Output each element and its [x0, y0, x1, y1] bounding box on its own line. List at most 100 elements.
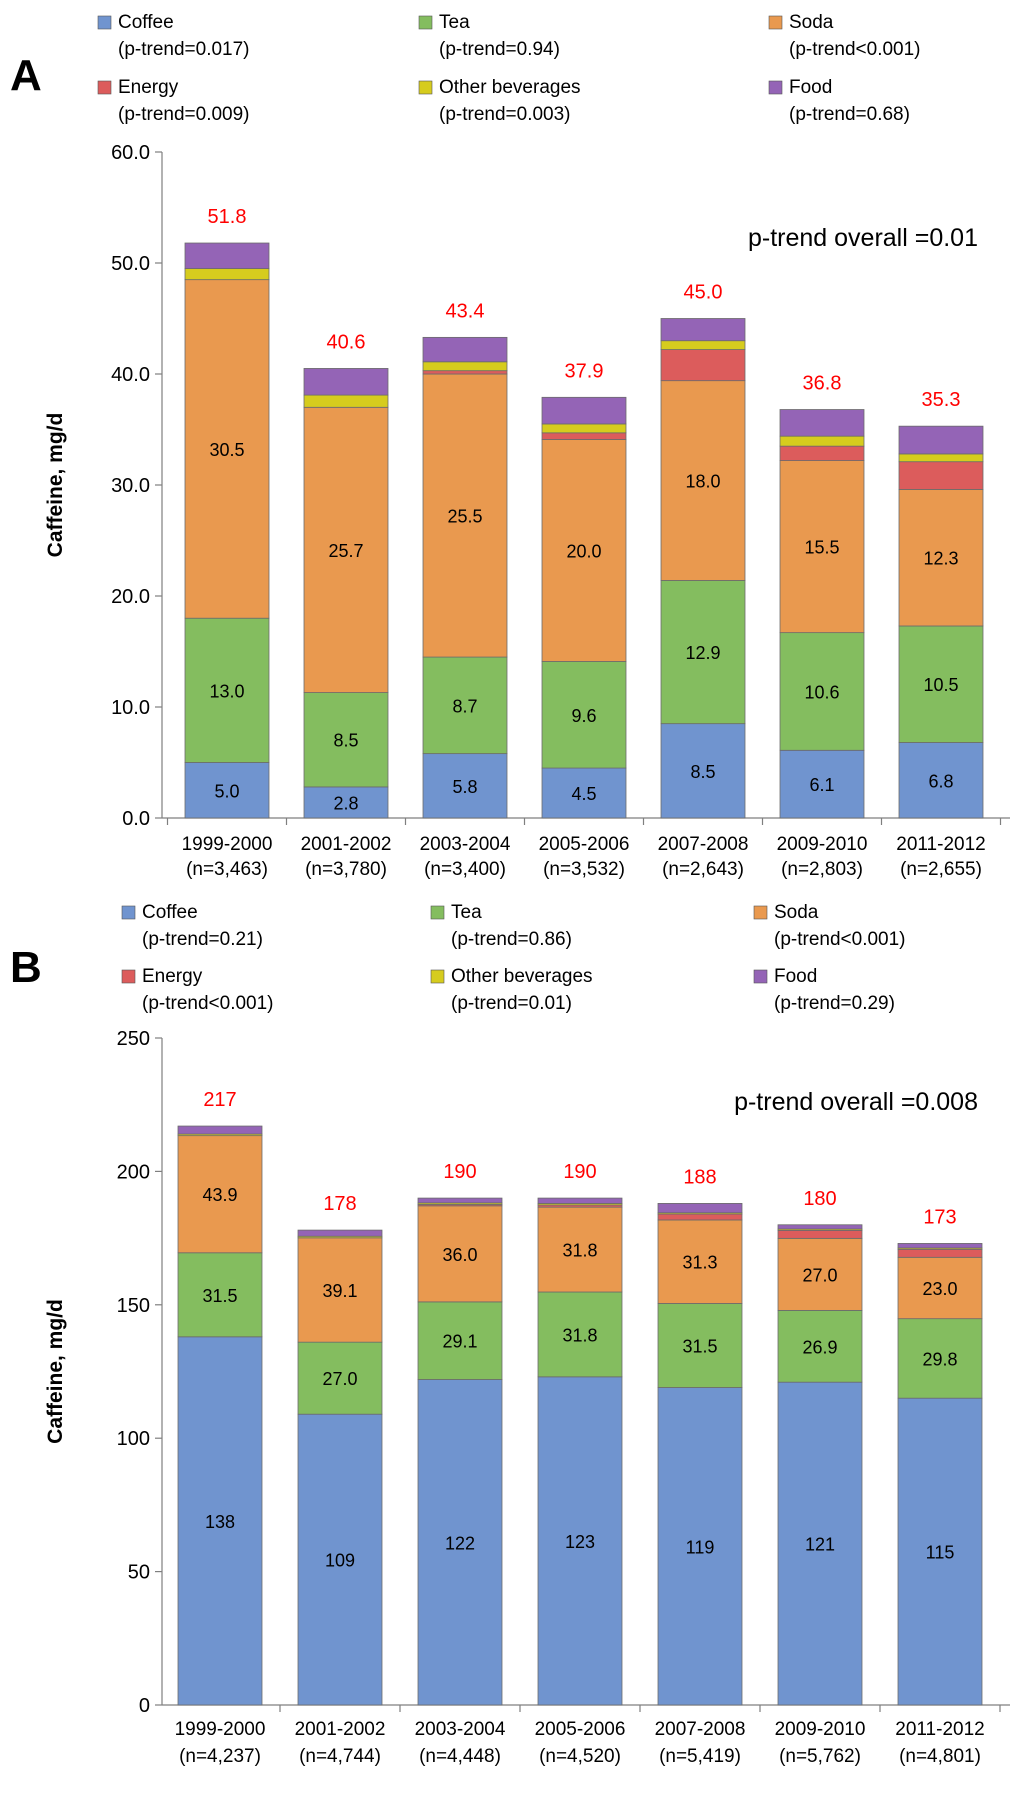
- bar-total-label: 217: [203, 1089, 236, 1111]
- x-tick-sublabel: (n=3,400): [424, 859, 506, 880]
- legend-trend-coffee: (p-trend=0.017): [118, 39, 250, 60]
- bar-total-label: 173: [923, 1206, 956, 1228]
- bar-total-label: 40.6: [327, 331, 366, 353]
- bar-other-beverages: [422, 361, 508, 372]
- bar-coffee: [417, 1379, 503, 1706]
- bar-group-2007-2008: 119 31.5 31.3 188 2007-2008 (n=5,419): [655, 1166, 746, 1767]
- x-tick-sublabel: (n=4,520): [539, 1746, 621, 1767]
- bar-food: [779, 409, 865, 437]
- bar-label-soda: 25.5: [447, 507, 482, 527]
- bar-label-coffee: 6.8: [928, 771, 953, 791]
- y-tick-label: 30.0: [111, 475, 150, 497]
- bar-soda: [177, 1135, 263, 1254]
- bar-coffee: [777, 1381, 863, 1706]
- legend-trend-other-beverages: (p-trend=0.003): [439, 104, 571, 125]
- x-tick-sublabel: (n=3,532): [543, 859, 625, 880]
- p-trend-overall: p-trend overall =0.01: [748, 224, 978, 252]
- bar-soda: [303, 406, 389, 693]
- y-tick-label: 200: [117, 1161, 150, 1183]
- bar-label-coffee: 121: [805, 1535, 835, 1555]
- bar-tea: [297, 1341, 383, 1415]
- bar-food: [297, 1229, 383, 1237]
- bar-tea: [417, 1301, 503, 1380]
- bar-other-beverages: [184, 268, 270, 281]
- bar-soda: [898, 489, 984, 627]
- legend-swatch-soda: [753, 905, 768, 920]
- bar-label-tea: 26.9: [802, 1337, 837, 1357]
- bar-label-tea: 12.9: [685, 643, 720, 663]
- bar-label-soda: 39.1: [322, 1281, 357, 1301]
- bar-label-tea: 13.0: [209, 681, 244, 701]
- x-tick-sublabel: (n=2,643): [662, 859, 744, 880]
- bar-total-label: 178: [323, 1193, 356, 1215]
- bar-label-soda: 31.8: [562, 1241, 597, 1261]
- bar-label-soda: 31.3: [682, 1253, 717, 1273]
- bar-coffee: [541, 767, 627, 819]
- legend-trend-energy: (p-trend<0.001): [142, 993, 274, 1014]
- legend-trend-other-beverages: (p-trend=0.01): [451, 993, 572, 1014]
- bar-other-beverages: [660, 340, 746, 350]
- bar-total-label: 190: [563, 1161, 596, 1183]
- bar-total-label: 188: [683, 1166, 716, 1188]
- legend-name-soda: Soda: [789, 12, 834, 33]
- bar-energy: [657, 1213, 743, 1221]
- legend-trend-soda: (p-trend<0.001): [774, 929, 906, 950]
- x-tick-sublabel: (n=5,419): [659, 1746, 741, 1767]
- bar-soda: [660, 380, 746, 581]
- bar-food: [177, 1125, 263, 1135]
- bar-label-tea: 10.6: [804, 682, 839, 702]
- x-tick-label: 2005-2006: [539, 834, 630, 855]
- x-tick-label: 1999-2000: [182, 834, 273, 855]
- bar-coffee: [303, 786, 389, 819]
- x-tick-label: 2001-2002: [295, 1719, 386, 1740]
- legend-name-food: Food: [789, 77, 832, 98]
- bar-soda: [779, 460, 865, 634]
- bar-food: [541, 396, 627, 425]
- legend-trend-tea: (p-trend=0.86): [451, 929, 572, 950]
- bar-group-2009-2010: 6.1 10.6 15.5 36.8 2009-2010 (n=2,803): [777, 373, 868, 880]
- legend: Coffee (p-trend=0.017) Tea (p-trend=0.94) So…: [97, 12, 921, 125]
- bar-other-beverages: [779, 435, 865, 447]
- legend-swatch-energy: [97, 80, 112, 95]
- bar-label-soda: 30.5: [209, 440, 244, 460]
- bar-total-label: 36.8: [803, 373, 842, 395]
- bar-energy: [779, 445, 865, 461]
- bar-other-beverages: [898, 453, 984, 463]
- legend-trend-tea: (p-trend=0.94): [439, 39, 560, 60]
- legend-name-energy: Energy: [142, 966, 203, 987]
- bar-soda: [537, 1206, 623, 1293]
- bar-total-label: 51.8: [208, 206, 247, 228]
- x-tick-sublabel: (n=2,803): [781, 859, 863, 880]
- bar-soda: [777, 1237, 863, 1311]
- bar-total-label: 35.3: [922, 389, 961, 411]
- bar-coffee: [537, 1376, 623, 1706]
- bar-tea: [660, 580, 746, 725]
- y-tick-label: 250: [117, 1028, 150, 1050]
- bar-label-coffee: 119: [686, 1537, 715, 1557]
- bar-soda: [422, 373, 508, 658]
- bar-group-2005-2006: 123 31.8 31.8 190 2005-2006 (n=4,520): [535, 1161, 626, 1767]
- bar-coffee: [898, 742, 984, 819]
- bar-group-2007-2008: 8.5 12.9 18.0 45.0 2007-2008 (n=2,643): [658, 282, 749, 881]
- bar-food: [417, 1197, 503, 1204]
- legend-name-tea: Tea: [451, 902, 482, 923]
- bar-food: [537, 1197, 623, 1204]
- bar-energy: [897, 1248, 983, 1258]
- x-tick-sublabel: (n=4,448): [419, 1746, 501, 1767]
- bar-group-1999-2000: 138 31.5 43.9 217 1999-2000 (n=4,237): [175, 1089, 266, 1767]
- bar-label-coffee: 5.0: [214, 781, 239, 801]
- bar-label-soda: 43.9: [202, 1185, 237, 1205]
- bar-tea: [897, 1318, 983, 1399]
- legend-name-soda: Soda: [774, 902, 819, 923]
- bar-total-label: 180: [803, 1188, 836, 1210]
- bar-food: [422, 336, 508, 363]
- bar-other-beverages: [303, 394, 389, 408]
- bar-label-soda: 20.0: [566, 541, 601, 561]
- bar-energy: [777, 1229, 863, 1239]
- x-tick-label: 2003-2004: [420, 834, 511, 855]
- legend-swatch-other-beverages: [418, 80, 433, 95]
- legend: Coffee (p-trend=0.21) Tea (p-trend=0.86) Sod…: [121, 902, 906, 1014]
- bar-group-2003-2004: 5.8 8.7 25.5 43.4 2003-2004 (n=3,400): [420, 300, 511, 880]
- legend-swatch-other-beverages: [430, 969, 445, 984]
- x-tick-sublabel: (n=4,237): [179, 1746, 261, 1767]
